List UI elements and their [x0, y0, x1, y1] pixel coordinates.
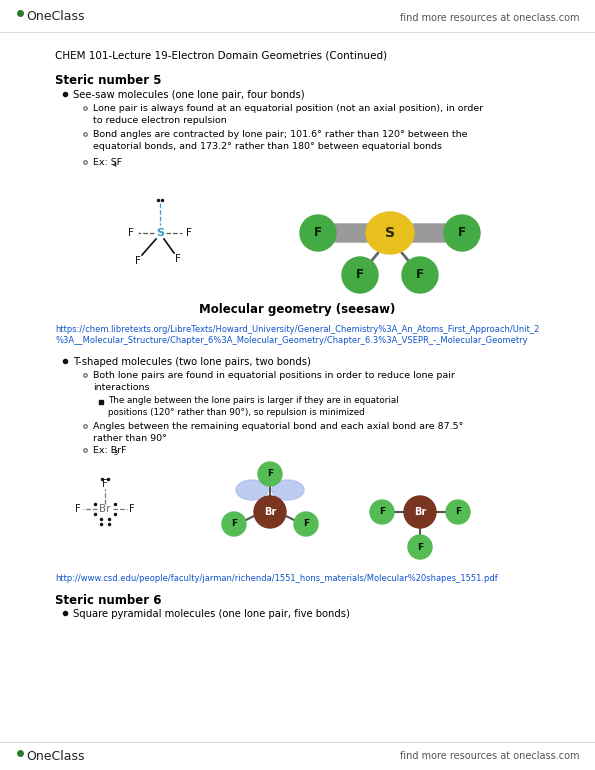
Text: F: F: [267, 470, 273, 478]
Circle shape: [258, 462, 282, 486]
Text: F: F: [416, 269, 424, 282]
Text: F: F: [175, 254, 181, 264]
Text: F: F: [314, 226, 322, 239]
Text: F: F: [102, 479, 108, 489]
Text: F: F: [135, 256, 141, 266]
Text: 3: 3: [114, 450, 118, 456]
Text: See-saw molecules (one lone pair, four bonds): See-saw molecules (one lone pair, four b…: [73, 90, 305, 100]
Text: F: F: [128, 228, 134, 238]
Text: T-shaped molecules (two lone pairs, two bonds): T-shaped molecules (two lone pairs, two …: [73, 357, 311, 367]
Ellipse shape: [236, 480, 268, 500]
Circle shape: [446, 500, 470, 524]
Circle shape: [300, 215, 336, 251]
Text: Square pyramidal molecules (one lone pair, five bonds): Square pyramidal molecules (one lone pai…: [73, 609, 350, 619]
Text: F: F: [129, 504, 135, 514]
Text: %3A__Molecular_Structure/Chapter_6%3A_Molecular_Geometry/Chapter_6.3%3A_VSEPR_-_: %3A__Molecular_Structure/Chapter_6%3A_Mo…: [55, 336, 528, 345]
Text: find more resources at oneclass.com: find more resources at oneclass.com: [400, 13, 580, 23]
Text: Br: Br: [99, 504, 111, 514]
Circle shape: [444, 215, 480, 251]
Text: F: F: [455, 507, 461, 517]
Circle shape: [402, 257, 438, 293]
Bar: [99, 400, 103, 404]
Text: Ex: SF: Ex: SF: [93, 158, 122, 167]
Text: F: F: [458, 226, 466, 239]
Circle shape: [222, 512, 246, 536]
Text: F: F: [417, 543, 423, 551]
Text: Steric number 6: Steric number 6: [55, 594, 161, 607]
Text: Bond angles are contracted by lone pair; 101.6° rather than 120° between the
equ: Bond angles are contracted by lone pair;…: [93, 130, 468, 151]
Text: http://www.csd.edu/people/faculty/jarman/richenda/1551_hons_materials/Molecular%: http://www.csd.edu/people/faculty/jarman…: [55, 574, 498, 583]
Text: Molecular geometry (seesaw): Molecular geometry (seesaw): [199, 303, 395, 316]
Text: F: F: [303, 520, 309, 528]
Text: F: F: [356, 269, 364, 282]
Ellipse shape: [366, 212, 414, 254]
Text: Br: Br: [414, 507, 426, 517]
Text: 4: 4: [113, 162, 117, 168]
Text: S: S: [156, 228, 164, 238]
Text: Both lone pairs are found in equatorial positions in order to reduce lone pair
i: Both lone pairs are found in equatorial …: [93, 371, 455, 392]
Circle shape: [370, 500, 394, 524]
Text: https://chem.libretexts.org/LibreTexts/Howard_University/General_Chemistry%3A_An: https://chem.libretexts.org/LibreTexts/H…: [55, 325, 540, 334]
Text: OneClass: OneClass: [26, 751, 84, 764]
Text: S: S: [385, 226, 395, 240]
Text: Steric number 5: Steric number 5: [55, 74, 161, 87]
Circle shape: [294, 512, 318, 536]
Text: Br: Br: [264, 507, 276, 517]
Text: Angles between the remaining equatorial bond and each axial bond are 87.5°
rathe: Angles between the remaining equatorial …: [93, 422, 464, 443]
Circle shape: [404, 496, 436, 528]
Text: Lone pair is always found at an equatorial position (not an axial position), in : Lone pair is always found at an equatori…: [93, 104, 483, 125]
FancyBboxPatch shape: [313, 224, 467, 242]
Text: CHEM 101-Lecture 19-Electron Domain Geometries (Continued): CHEM 101-Lecture 19-Electron Domain Geom…: [55, 50, 387, 60]
Ellipse shape: [272, 480, 304, 500]
Text: Ex: BrF: Ex: BrF: [93, 446, 127, 455]
Text: F: F: [379, 507, 385, 517]
Text: F: F: [231, 520, 237, 528]
Text: OneClass: OneClass: [26, 11, 84, 24]
Text: The angle between the lone pairs is larger if they are in equatorial
positions (: The angle between the lone pairs is larg…: [108, 396, 399, 417]
Circle shape: [342, 257, 378, 293]
Text: F: F: [186, 228, 192, 238]
Circle shape: [254, 496, 286, 528]
Text: find more resources at oneclass.com: find more resources at oneclass.com: [400, 751, 580, 761]
Text: F: F: [75, 504, 81, 514]
Circle shape: [408, 535, 432, 559]
